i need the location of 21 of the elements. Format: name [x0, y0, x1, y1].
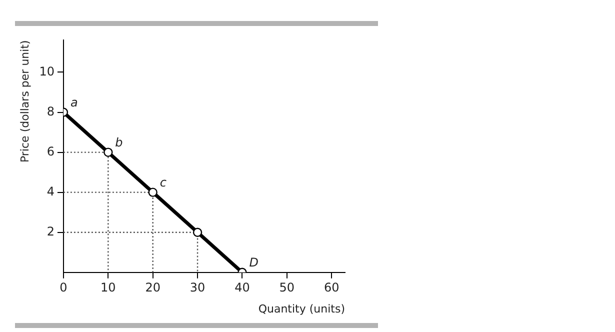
- x-tick-label: 20: [145, 280, 160, 295]
- y-axis-title: Price (dollars per unit): [18, 40, 32, 163]
- annotation: c: [160, 175, 167, 190]
- point: [148, 188, 158, 197]
- x-axis-title: Quantity (units): [258, 302, 345, 316]
- y-tick-label: 10: [39, 64, 54, 78]
- y-tick-label: 8: [46, 104, 54, 118]
- annotation: D: [249, 256, 258, 270]
- y-tick-label: 4: [46, 184, 54, 198]
- annotation: a: [70, 95, 78, 110]
- x-tick-label: 0: [60, 280, 68, 295]
- x-tick-label: 30: [190, 280, 206, 295]
- point: [104, 148, 113, 157]
- x-tick-label: 40: [234, 280, 250, 295]
- y-tick-label: 2: [46, 224, 54, 238]
- x-tick-label: 50: [279, 280, 295, 295]
- y-tick-label: 6: [46, 144, 54, 158]
- x-tick-label: 10: [100, 280, 116, 295]
- annotation: b: [115, 135, 124, 150]
- x-tick-label: 60: [324, 280, 340, 295]
- point: [192, 228, 202, 237]
